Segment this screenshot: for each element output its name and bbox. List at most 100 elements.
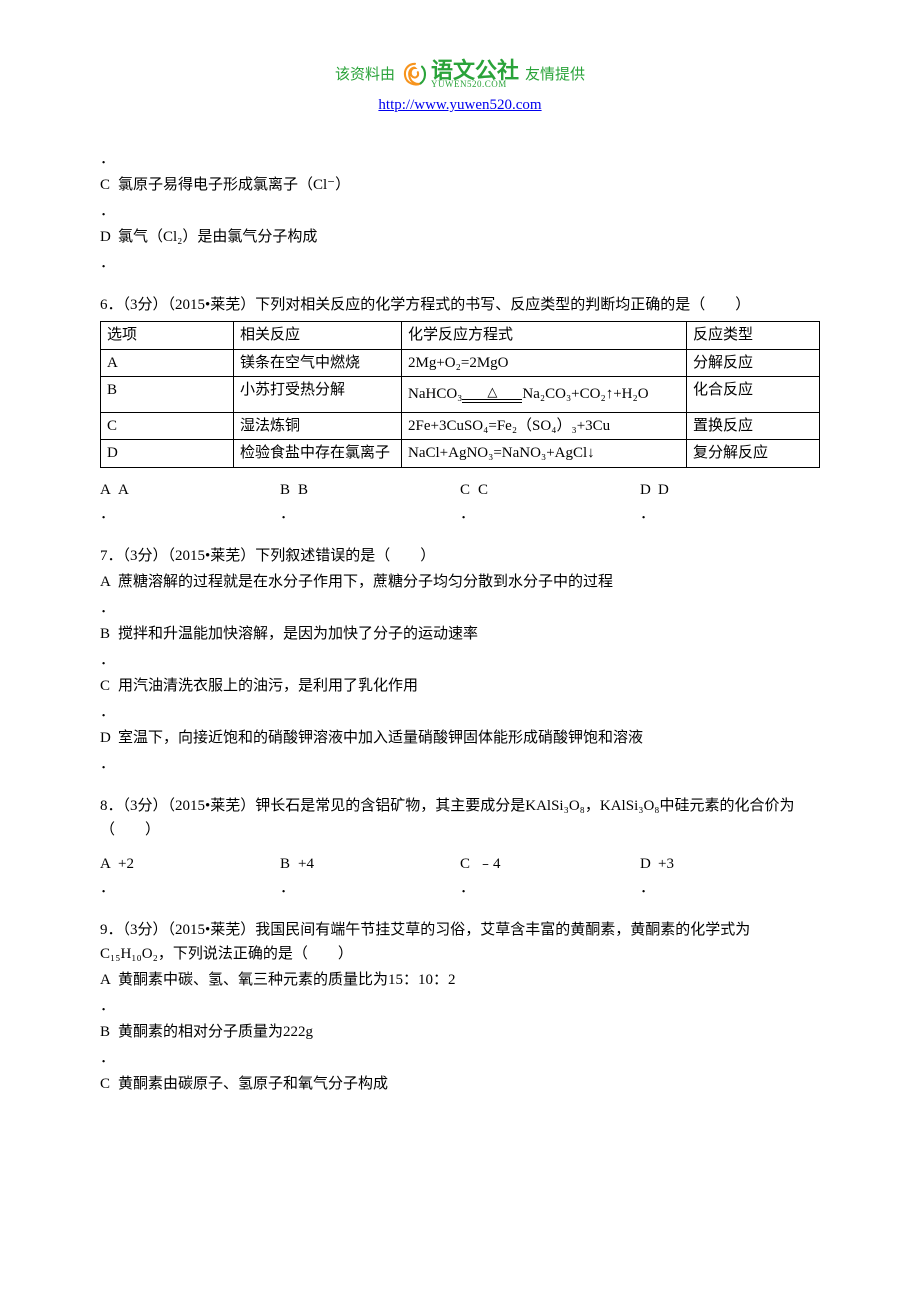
q6-table: 选项 相关反应 化学反应方程式 反应类型 A 镁条在空气中燃烧 2Mg+O₂=2… (100, 321, 820, 468)
cell-opt: C (101, 412, 234, 440)
option-text: 黄酮素由碳原子、氢原子和氧气分子构成 (118, 1072, 820, 1096)
th-option: 选项 (101, 322, 234, 350)
choice-b: BB (280, 478, 460, 502)
choice-label: A (100, 478, 118, 502)
choice-label: B (280, 852, 298, 876)
th-type: 反应类型 (687, 322, 820, 350)
option-dot (100, 752, 118, 776)
choice-value: +4 (298, 852, 314, 876)
dot (640, 502, 820, 526)
eq-left: NaHCO₃ (408, 386, 462, 402)
header-url-link[interactable]: http://www.yuwen520.com (100, 93, 820, 117)
cell-reaction: 小苏打受热分解 (234, 377, 402, 413)
q9-option-c: C 黄酮素由碳原子、氢原子和氧气分子构成 (100, 1072, 820, 1096)
choice-label: B (280, 478, 298, 502)
q7-option-d: D 室温下，向接近饱和的硝酸钾溶液中加入适量硝酸钾固体能形成硝酸钾饱和溶液 (100, 726, 820, 750)
cell-type: 化合反应 (687, 377, 820, 413)
header-suffix: 友情提供 (525, 63, 585, 87)
choice-value: C (478, 478, 488, 502)
choice-value: +2 (118, 852, 134, 876)
choice-d: D+3 (640, 852, 820, 876)
heat-condition-icon: △ (462, 385, 522, 405)
q6-choices: AA BB CC DD (100, 478, 820, 502)
page-header: 该资料由 语文公社 YUWEN520.COM 友情提供 http://www.y… (100, 60, 820, 117)
cell-equation-heat: NaHCO₃△Na₂CO₃+CO₂↑+H₂O (402, 377, 687, 413)
option-letter: B (100, 622, 118, 646)
q8-choice-dots (100, 876, 820, 900)
q7-option-c: C 用汽油清洗衣服上的油污，是利用了乳化作用 (100, 674, 820, 698)
site-logo: 语文公社 YUWEN520.COM (401, 60, 519, 89)
choice-c: C﹣4 (460, 852, 640, 876)
cell-equation: 2Mg+O₂=2MgO (402, 349, 687, 377)
option-dot (100, 147, 118, 171)
option-dot (100, 251, 118, 275)
choice-value: ﹣4 (478, 852, 501, 876)
q9-option-b: B 黄酮素的相对分子质量为222g (100, 1020, 820, 1044)
choice-value: A (118, 478, 129, 502)
dot-row (100, 700, 820, 724)
dot-row (100, 1046, 820, 1070)
cell-type: 分解反应 (687, 349, 820, 377)
cell-reaction: 检验食盐中存在氯离子 (234, 440, 402, 468)
dot (640, 876, 820, 900)
option-letter: C (100, 1072, 118, 1096)
choice-label: D (640, 478, 658, 502)
option-letter: A (100, 968, 118, 992)
q7-option-b: B 搅拌和升温能加快溶解，是因为加快了分子的运动速率 (100, 622, 820, 646)
q7-stem: 7．（3分）（2015•莱芜）下列叙述错误的是（ ） (100, 544, 820, 568)
cell-type: 复分解反应 (687, 440, 820, 468)
cell-opt: D (101, 440, 234, 468)
dot (280, 502, 460, 526)
option-text: 黄酮素的相对分子质量为222g (118, 1020, 820, 1044)
q5-option-d-row: D 氯气（Cl₂）是由氯气分子构成 (100, 225, 820, 249)
q7-option-a: A 蔗糖溶解的过程就是在水分子作用下，蔗糖分子均匀分散到水分子中的过程 (100, 570, 820, 594)
choice-value: +3 (658, 852, 674, 876)
option-letter: D (100, 225, 118, 249)
choice-b: B+4 (280, 852, 460, 876)
option-text: 室温下，向接近饱和的硝酸钾溶液中加入适量硝酸钾固体能形成硝酸钾饱和溶液 (118, 726, 820, 750)
dot (280, 876, 460, 900)
choice-d: DD (640, 478, 820, 502)
option-text: 搅拌和升温能加快溶解，是因为加快了分子的运动速率 (118, 622, 820, 646)
header-prefix: 该资料由 (335, 63, 395, 87)
dot-row (100, 752, 820, 776)
table-row: B 小苏打受热分解 NaHCO₃△Na₂CO₃+CO₂↑+H₂O 化合反应 (101, 377, 820, 413)
logo-swirl-icon (401, 61, 429, 89)
dot-row (100, 596, 820, 620)
table-row: A 镁条在空气中燃烧 2Mg+O₂=2MgO 分解反应 (101, 349, 820, 377)
option-dot (100, 1046, 118, 1070)
th-reaction: 相关反应 (234, 322, 402, 350)
option-dot (100, 596, 118, 620)
cell-type: 置换反应 (687, 412, 820, 440)
q5-option-dot (100, 251, 820, 275)
option-text: 黄酮素中碳、氢、氧三种元素的质量比为15：10：2 (118, 968, 820, 992)
page-root: 该资料由 语文公社 YUWEN520.COM 友情提供 http://www.y… (0, 0, 920, 1176)
table-row: C 湿法炼铜 2Fe+3CuSO₄=Fe₂（SO₄）₃+3Cu 置换反应 (101, 412, 820, 440)
option-dot (100, 994, 118, 1018)
cell-opt: B (101, 377, 234, 413)
q6-choice-dots (100, 502, 820, 526)
option-letter: D (100, 726, 118, 750)
q9-stem: 9．（3分）（2015•莱芜）我国民间有端午节挂艾草的习俗，艾草含丰富的黄酮素，… (100, 918, 820, 966)
option-letter: C (100, 674, 118, 698)
dot (460, 876, 640, 900)
option-text: 氯气（Cl₂）是由氯气分子构成 (118, 225, 820, 249)
cell-equation: NaCl+AgNO₃=NaNO₃+AgCl↓ (402, 440, 687, 468)
cell-reaction: 镁条在空气中燃烧 (234, 349, 402, 377)
choice-label: D (640, 852, 658, 876)
q9-option-a: A 黄酮素中碳、氢、氧三种元素的质量比为15：10：2 (100, 968, 820, 992)
option-dot (100, 648, 118, 672)
question-9: 9．（3分）（2015•莱芜）我国民间有端午节挂艾草的习俗，艾草含丰富的黄酮素，… (100, 918, 820, 1096)
q8-choices: A+2 B+4 C﹣4 D+3 (100, 852, 820, 876)
dot (100, 876, 280, 900)
q5-option-dot (100, 199, 820, 223)
choice-label: A (100, 852, 118, 876)
question-7: 7．（3分）（2015•莱芜）下列叙述错误的是（ ） A 蔗糖溶解的过程就是在水… (100, 544, 820, 776)
option-letter: C (100, 173, 118, 197)
dot-row (100, 648, 820, 672)
choice-c: CC (460, 478, 640, 502)
table-row: D 检验食盐中存在氯离子 NaCl+AgNO₃=NaNO₃+AgCl↓ 复分解反… (101, 440, 820, 468)
option-dot (100, 700, 118, 724)
choice-a: AA (100, 478, 280, 502)
question-6: 6．（3分）（2015•莱芜）下列对相关反应的化学方程式的书写、反应类型的判断均… (100, 293, 820, 526)
